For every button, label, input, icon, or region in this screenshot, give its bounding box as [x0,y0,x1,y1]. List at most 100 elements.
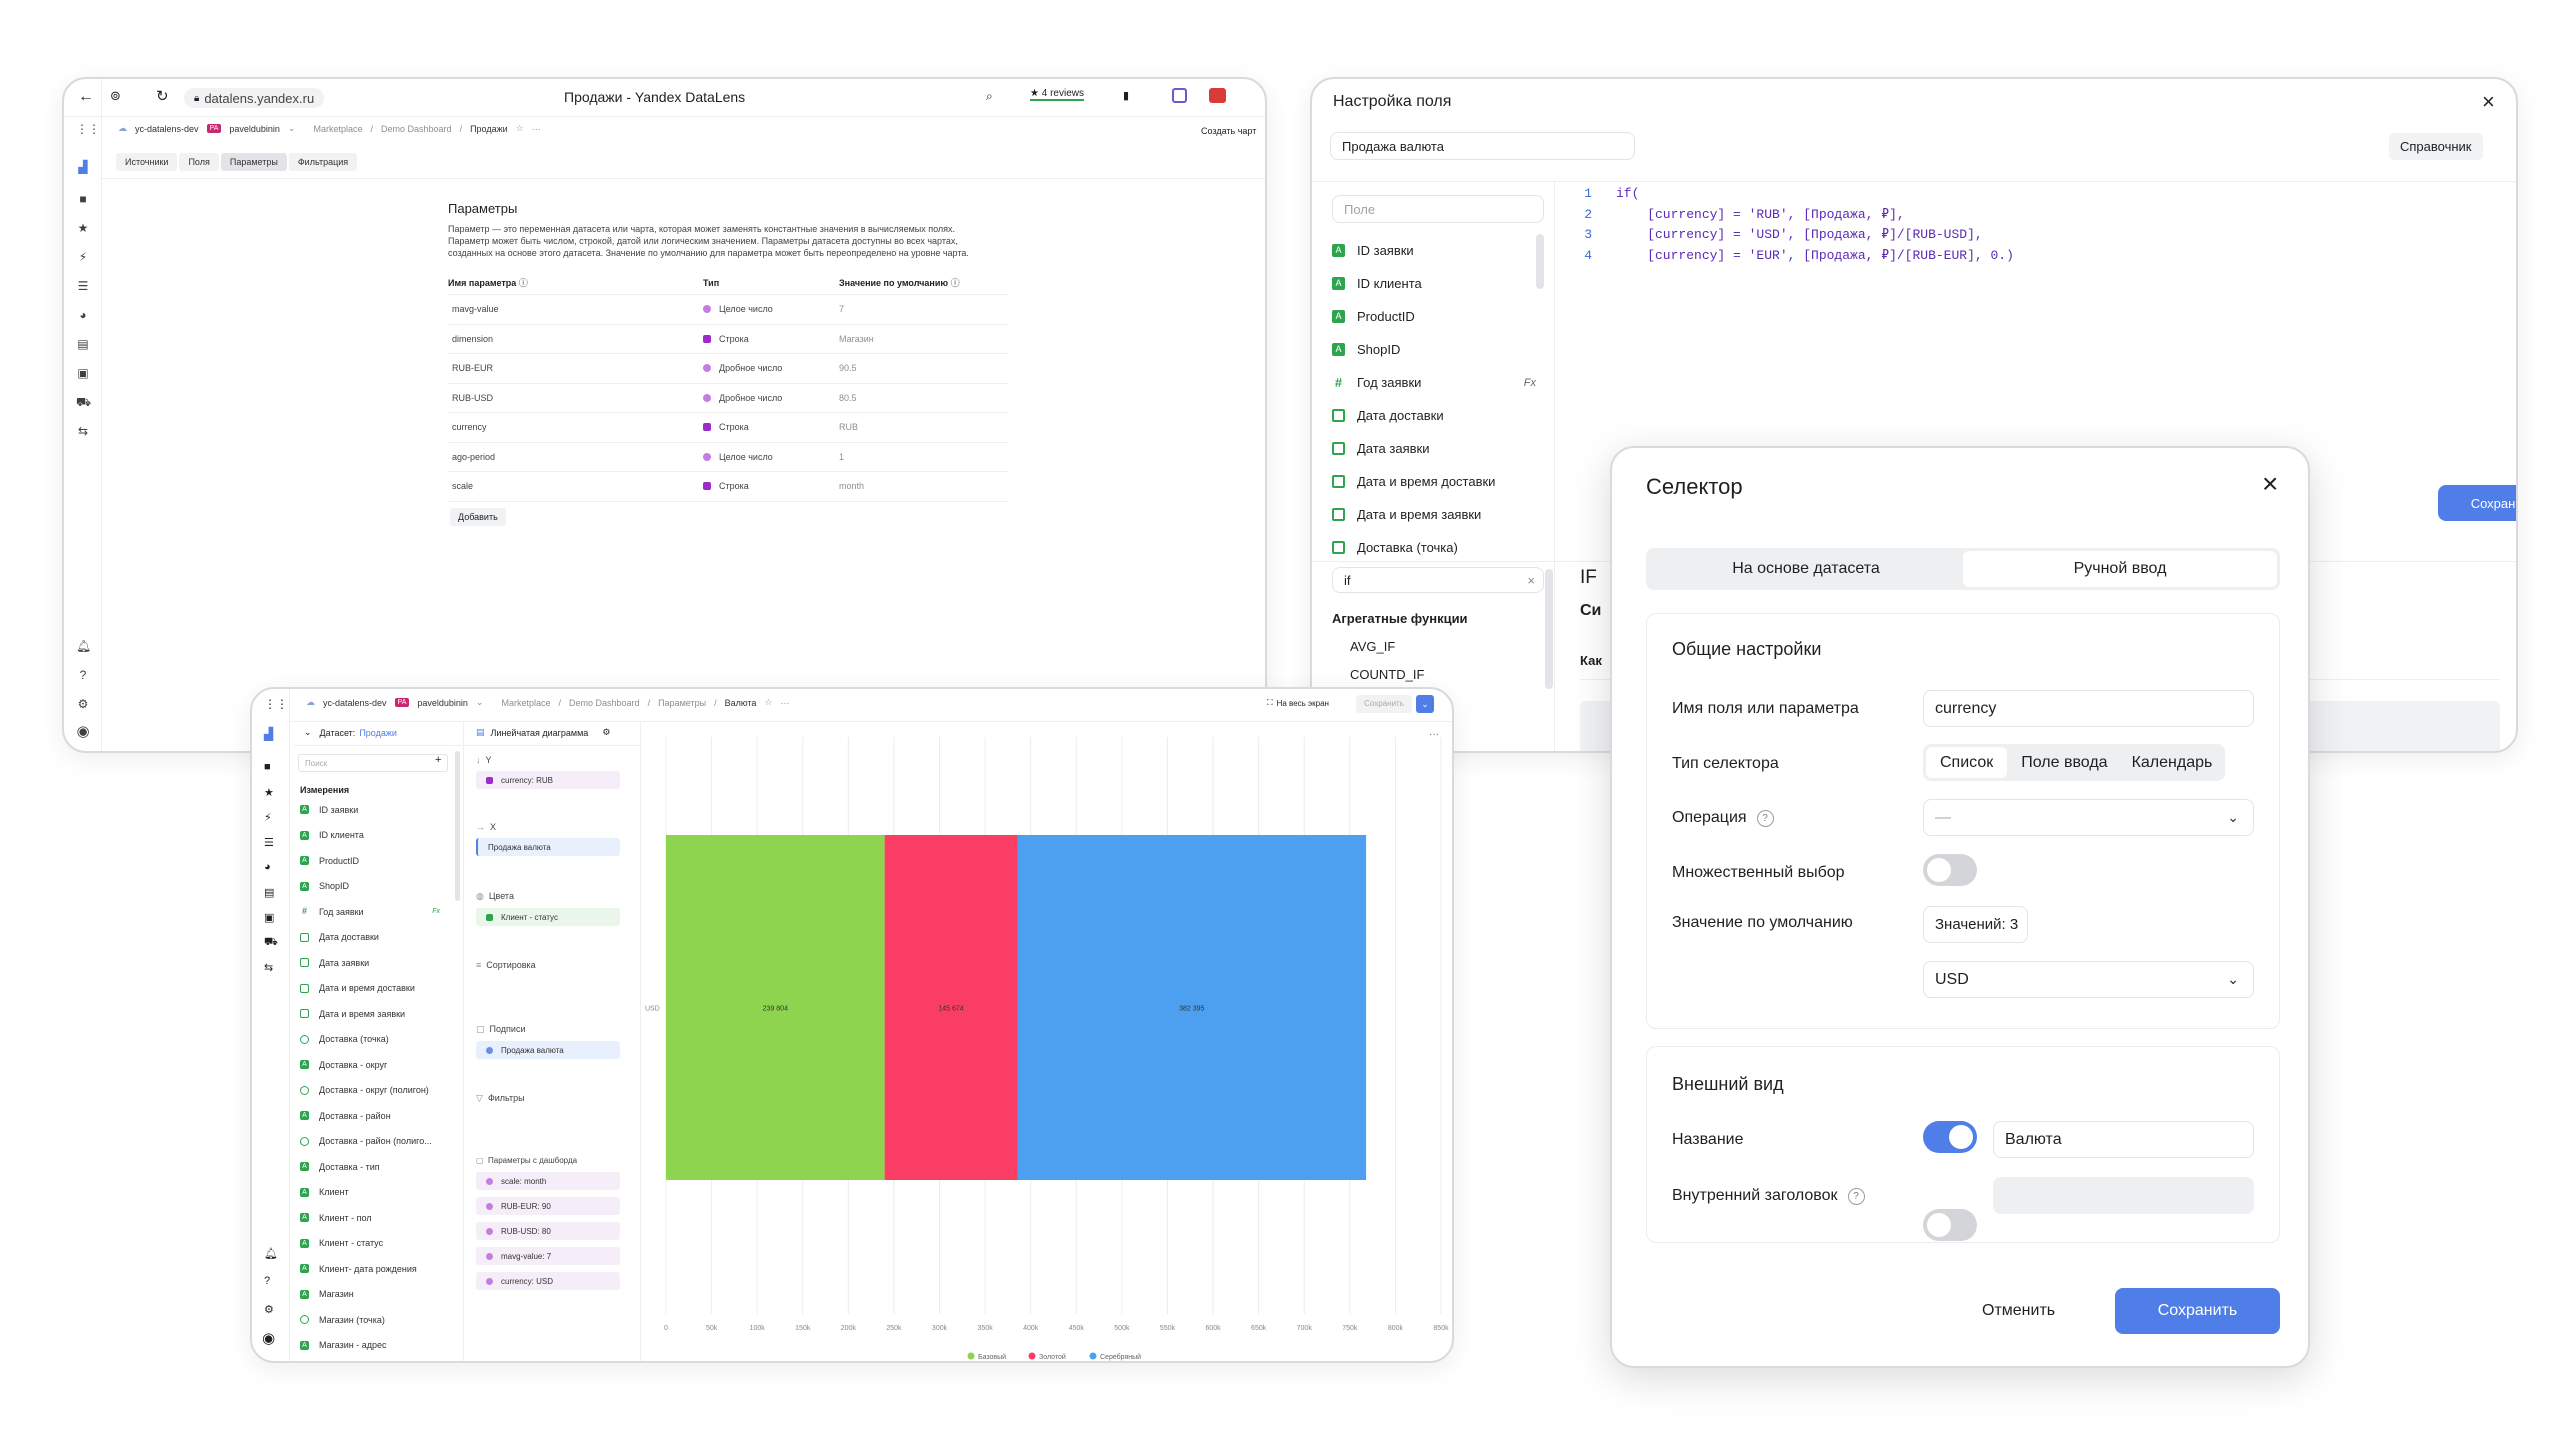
type-list[interactable]: Список [1926,747,2008,778]
param-name[interactable]: RUB-USD [452,392,494,403]
field-search-input[interactable]: Поле [1332,195,1544,223]
list-item[interactable]: Доставка (точка) [300,1027,440,1053]
notification-icon[interactable]: 🔔︎ [76,639,92,653]
reference-button[interactable]: Справочник [2389,133,2483,160]
values-count-button[interactable]: Значений: 3 [1923,906,2028,943]
save-button[interactable]: Сохранить [2115,1288,2280,1334]
cart-icon[interactable]: ⛟ [264,936,278,948]
crumb-parameters[interactable]: Параметры [658,697,707,708]
shelf-x-chip[interactable]: Продажа валюта [476,838,620,856]
apps-grid-icon[interactable]: ⋮⋮ [264,697,288,711]
list-item[interactable]: A ID заявки [300,797,440,823]
list-item[interactable]: Доставка - район (полиго... [300,1129,440,1155]
list-item[interactable]: A Магазин - адрес [300,1333,440,1359]
help-icon[interactable]: ? [1847,1187,1865,1205]
chevron-down-icon[interactable]: ⌄ [287,123,296,133]
table-row[interactable]: currency Строка RUB [448,413,1008,443]
tab-parameters[interactable]: Параметры [220,153,287,171]
formula-editor[interactable]: 1 if(2 [currency] = 'RUB', [Продажа, ₽], 3… [1568,184,2014,266]
more-icon[interactable]: ··· [531,123,541,134]
avatar-icon[interactable]: ◉ [262,1330,276,1347]
operation-select[interactable]: — ⌄ [1923,799,2254,836]
notification-icon[interactable]: 🔔︎ [264,1248,278,1260]
param-default[interactable]: 7 [839,304,845,315]
list-item[interactable]: Дата и время заявки [300,1001,440,1027]
user-name[interactable]: paveldubinin [417,697,468,708]
field-item[interactable]: A ShopID [1332,333,1542,366]
folder-icon[interactable]: ■ [264,761,271,773]
crumb-dashboard[interactable]: Demo Dashboard [381,123,452,134]
dashboard-icon[interactable]: ▤ [77,337,89,351]
help-icon[interactable]: ⓘ [518,278,528,288]
list-item[interactable]: A ShopID [300,874,440,900]
title-input[interactable]: Валюта [1993,1121,2254,1158]
dash-param-chip[interactable]: scale: month [476,1172,620,1190]
field-item[interactable]: Доставка (точка) [1332,531,1542,564]
function-avg-if[interactable]: AVG_IF [1350,639,1396,654]
list-icon[interactable]: ☰ [264,837,274,849]
list-item[interactable]: Доставка - округ (полигон) [300,1078,440,1104]
gear-icon[interactable]: ⚙ [602,727,611,737]
list-item[interactable]: A Клиент- дата рождения [300,1256,440,1282]
type-input[interactable]: Поле ввода [2021,753,2108,771]
list-item[interactable]: Дата и время доставки [300,976,440,1002]
dash-param-chip[interactable]: RUB-USD: 80 [476,1222,620,1240]
lightning-icon[interactable]: ⚡︎ [264,812,272,824]
dash-param-chip[interactable]: RUB-EUR: 90 [476,1197,620,1215]
scrollbar[interactable] [1545,569,1553,689]
workspace-name[interactable]: yc-datalens-dev [323,697,387,708]
dashboard-icon[interactable]: ▤ [264,887,275,899]
scrollbar[interactable] [1536,234,1544,289]
back-arrow-icon[interactable]: ← [78,88,94,105]
chart-type-selector[interactable]: ▤ Линейчатая диаграмма ⚙ [476,727,610,738]
param-default[interactable]: Магазин [839,333,874,344]
list-item[interactable]: A ProductID [300,848,440,874]
param-type[interactable]: Строка [703,422,839,432]
inner-title-input[interactable] [1993,1177,2254,1214]
reload-icon[interactable]: ↻ [156,88,169,105]
cart-icon[interactable]: ⛟ [76,395,92,409]
reviews-badge[interactable]: ★ 4 reviews [1030,88,1084,101]
scrollbar[interactable] [455,751,460,901]
param-type[interactable]: Строка [703,481,839,491]
field-name-input[interactable]: Продажа валюта [1330,132,1635,160]
table-row[interactable]: ago-period Целое число 1 [448,443,1008,472]
dash-param-chip[interactable]: mavg-value: 7 [476,1247,620,1265]
field-item[interactable]: Дата и время доставки [1332,465,1542,498]
param-default[interactable]: 90.5 [839,363,857,374]
field-item[interactable]: Дата доставки [1332,399,1542,432]
table-row[interactable]: dimension Строка Магазин [448,325,1008,354]
table-row[interactable]: RUB-EUR Дробное число 90.5 [448,354,1008,384]
avatar-icon[interactable]: ◉ [76,723,90,740]
apps-grid-icon[interactable]: ⋮⋮ [76,122,100,136]
field-item[interactable]: A ID клиента [1332,267,1542,300]
tab-sources[interactable]: Источники [116,153,178,171]
user-name[interactable]: paveldubinin [229,123,280,134]
list-item[interactable]: Магазин (точка) [300,1307,440,1333]
crumb-dashboard[interactable]: Demo Dashboard [569,697,640,708]
save-button[interactable]: Сохранить [2438,485,2516,521]
tab-dataset[interactable]: На основе датасета [1732,560,1880,577]
add-icon[interactable]: + [435,754,442,766]
param-default[interactable]: month [839,481,865,492]
dataset-icon[interactable]: ▣ [77,366,89,380]
close-icon[interactable]: × [2262,468,2279,499]
multi-select-toggle[interactable] [1923,854,1977,886]
field-item[interactable]: A ID заявки [1332,234,1542,267]
shelf-labels-chip[interactable]: Продажа валюта [476,1041,620,1059]
datalens-logo-icon[interactable]: ▟ [78,160,88,174]
crumb-marketplace[interactable]: Marketplace [501,697,551,708]
datalens-logo-icon[interactable]: ▟ [264,727,274,741]
folder-icon[interactable]: ■ [79,192,87,206]
param-name[interactable]: dimension [452,333,494,344]
dataset-name[interactable]: Продажи [359,727,397,738]
gear-icon[interactable]: ⚙ [77,697,89,711]
field-item[interactable]: Дата заявки [1332,432,1542,465]
search-icon[interactable]: ⌕ [986,89,993,103]
pie-icon[interactable]: ◕ [264,861,271,873]
param-name[interactable]: RUB-EUR [452,363,494,374]
dataset-icon[interactable]: ▣ [264,912,275,924]
table-row[interactable]: scale Строка month [448,472,1008,502]
field-item[interactable]: A ProductID [1332,300,1542,333]
lightning-icon[interactable]: ⚡︎ [78,250,88,264]
